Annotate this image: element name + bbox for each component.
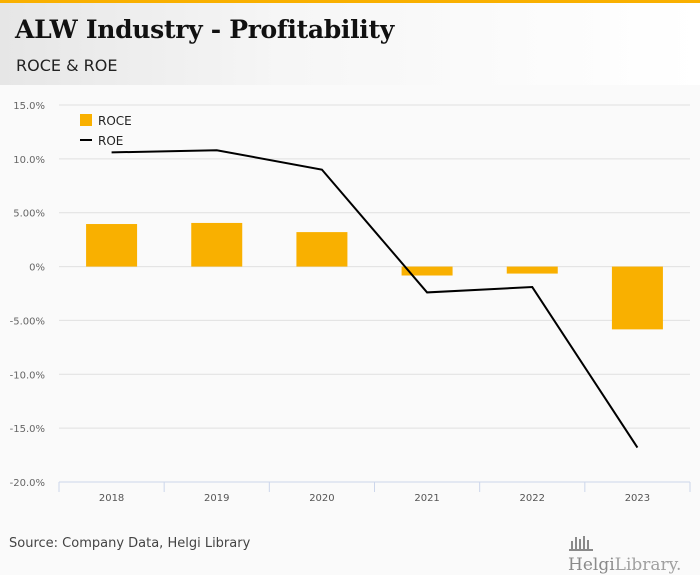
roe-line — [112, 150, 638, 447]
x-tick-label: 2023 — [625, 493, 650, 504]
roce-bar — [191, 223, 242, 267]
roce-bar — [612, 267, 663, 330]
y-tick-label: -10.0% — [10, 370, 45, 381]
y-tick-label: 15.0% — [13, 101, 45, 112]
logo-text-light: Library. — [615, 555, 682, 575]
library-building-icon — [568, 535, 594, 553]
y-tick-label: -15.0% — [10, 424, 45, 435]
y-tick-label: 0% — [29, 263, 45, 274]
logo-text-bold: Helgi — [568, 555, 615, 575]
helgi-library-logo[interactable]: HelgiLibrary. — [568, 532, 700, 575]
roce-bar — [296, 232, 347, 266]
roce-bar — [507, 267, 558, 274]
y-tick-label: -20.0% — [10, 478, 45, 489]
x-tick-label: 2021 — [414, 493, 439, 504]
y-tick-label: 5.00% — [13, 209, 45, 220]
x-tick-label: 2020 — [309, 493, 334, 504]
legend-roce-label: ROCE — [98, 114, 132, 128]
x-tick-label: 2018 — [99, 493, 124, 504]
roce-bar — [86, 224, 137, 267]
y-tick-label: 10.0% — [13, 155, 45, 166]
legend-roe-label: ROE — [98, 134, 123, 148]
source-note: Source: Company Data, Helgi Library — [9, 536, 250, 551]
y-tick-label: -5.00% — [10, 316, 45, 327]
x-tick-label: 2019 — [204, 493, 229, 504]
legend-roce-swatch — [80, 114, 92, 126]
x-tick-label: 2022 — [520, 493, 545, 504]
